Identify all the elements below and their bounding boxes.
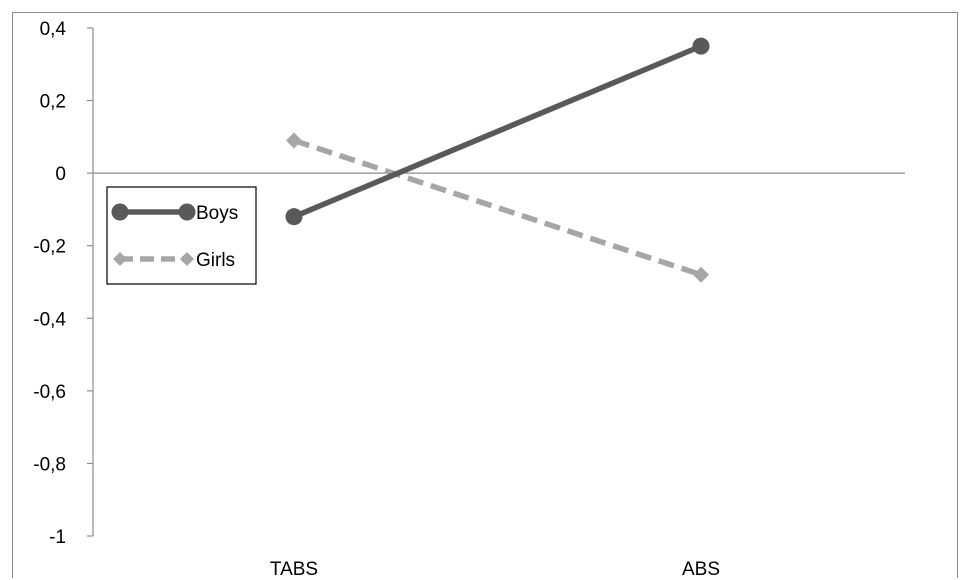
y-tick-label: 0,4 (40, 19, 67, 40)
legend-boys-marker (111, 203, 129, 221)
y-tick-label: -1 (49, 527, 66, 548)
x-axis: TABS ABS (93, 172, 905, 580)
boys-point (692, 37, 710, 55)
x-tick-label: ABS (682, 559, 720, 580)
x-tick-label: TABS (270, 559, 318, 580)
y-tick-label: 0,2 (40, 92, 66, 113)
y-tick-label: -0,4 (33, 309, 66, 330)
y-axis: 0,4 0,2 0 -0,2 -0,4 -0,6 -0,8 -1 (33, 19, 94, 548)
y-tick-label: -0,6 (33, 382, 66, 403)
girls-point (286, 132, 302, 149)
series-girls (286, 132, 709, 283)
legend: Boys Girls (106, 186, 257, 285)
legend-girls-marker (180, 252, 194, 266)
boys-point (285, 208, 303, 226)
girls-point (693, 266, 709, 283)
y-tick-label: -0,2 (33, 237, 66, 258)
y-tick-label: 0 (55, 164, 66, 185)
y-tick-label: -0,8 (33, 454, 66, 475)
legend-girls-marker (113, 252, 127, 266)
girls-line (293, 137, 702, 278)
series-boys (285, 37, 710, 226)
legend-boys-label: Boys (196, 203, 238, 224)
legend-boys-marker (178, 203, 196, 221)
legend-box (106, 186, 257, 285)
series-layer (285, 37, 710, 283)
legend-girls-label: Girls (196, 250, 235, 271)
chart-frame (12, 12, 958, 578)
boys-line (292, 43, 703, 220)
